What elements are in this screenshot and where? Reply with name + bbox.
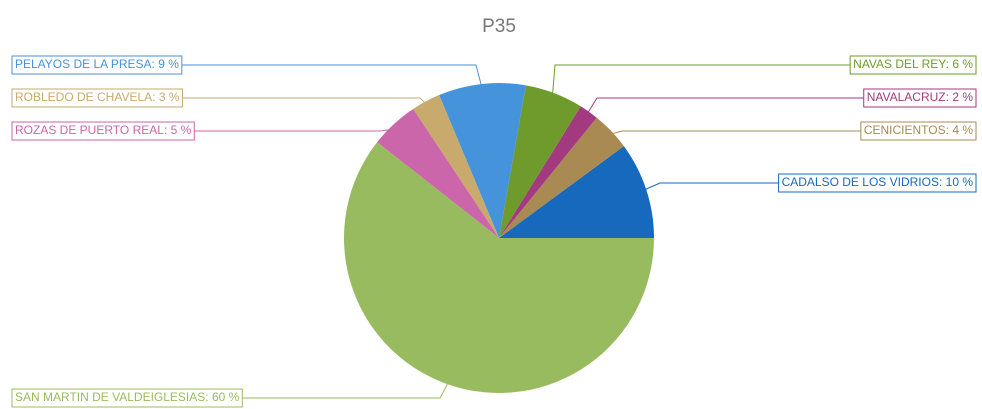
- pie-slice: [343, 142, 654, 394]
- label-separator: :: [946, 123, 953, 137]
- label-value: 10 %: [946, 175, 974, 189]
- slice-label: NAVALACRUZ: 2 %: [585, 88, 977, 117]
- label-category: CENICIENTOS: [864, 123, 946, 137]
- pie-slice: [499, 85, 581, 238]
- label-category: NAVALACRUZ: [867, 90, 946, 104]
- leader-line: [242, 378, 451, 399]
- label-value: 5 %: [171, 123, 192, 137]
- label-value: 6 %: [952, 57, 973, 71]
- label-category: ROZAS DE PUERTO REAL: [15, 123, 164, 137]
- pie-slice: [413, 95, 499, 238]
- label-category: SAN MARTIN DE VALDEIGLESIAS: [15, 390, 205, 404]
- pie-slice: [377, 108, 499, 238]
- label-separator: :: [164, 123, 171, 137]
- label-value: 60 %: [212, 390, 240, 404]
- slice-label: SAN MARTIN DE VALDEIGLESIAS: 60 %: [11, 378, 451, 408]
- leader-line: [640, 182, 779, 192]
- label-category: ROBLEDO DE CHAVELA: [15, 90, 152, 104]
- pie-slice: [499, 117, 624, 238]
- label-separator: :: [939, 175, 946, 189]
- slice-label: CADALSO DE LOS VIDRIOS: 10 %: [640, 173, 977, 193]
- pie-slice: [499, 106, 597, 238]
- label-separator: :: [946, 90, 953, 104]
- leader-line: [606, 130, 861, 136]
- leader-line: [181, 64, 483, 91]
- slice-label: PELAYOS DE LA PRESA: 9 %: [11, 55, 483, 91]
- pie-slice: [439, 83, 526, 238]
- label-category: NAVAS DEL REY: [853, 57, 946, 71]
- leader-line: [194, 128, 398, 132]
- label-text: NAVALACRUZ: 2 %: [867, 90, 974, 104]
- label-text: CENICIENTOS: 4 %: [864, 123, 973, 137]
- label-category: CADALSO DE LOS VIDRIOS: [782, 175, 939, 189]
- label-text: SAN MARTIN DE VALDEIGLESIAS: 60 %: [15, 390, 240, 404]
- slice-label: NAVAS DEL REY: 6 %: [551, 55, 977, 99]
- label-value: 3 %: [159, 90, 180, 104]
- label-separator: :: [205, 390, 212, 404]
- label-text: NAVAS DEL REY: 6 %: [853, 57, 973, 71]
- label-separator: :: [152, 57, 159, 71]
- leader-line: [585, 97, 864, 117]
- label-value: 9 %: [158, 57, 179, 71]
- label-separator: :: [152, 90, 159, 104]
- chart-title: P35: [482, 16, 516, 37]
- label-value: 2 %: [952, 90, 973, 104]
- label-text: ROBLEDO DE CHAVELA: 3 %: [15, 90, 180, 104]
- leader-line: [182, 97, 429, 108]
- pie-slice: [499, 146, 654, 238]
- slice-label: ROZAS DE PUERTO REAL: 5 %: [11, 121, 398, 141]
- slice-label: CENICIENTOS: 4 %: [606, 121, 977, 141]
- slice-label: ROBLEDO DE CHAVELA: 3 %: [11, 88, 429, 108]
- label-separator: :: [946, 57, 953, 71]
- label-text: ROZAS DE PUERTO REAL: 5 %: [15, 123, 192, 137]
- label-value: 4 %: [952, 123, 973, 137]
- label-text: PELAYOS DE LA PRESA: 9 %: [15, 57, 179, 71]
- label-text: CADALSO DE LOS VIDRIOS: 10 %: [782, 175, 974, 189]
- leader-line: [551, 64, 851, 99]
- label-category: PELAYOS DE LA PRESA: [15, 57, 152, 71]
